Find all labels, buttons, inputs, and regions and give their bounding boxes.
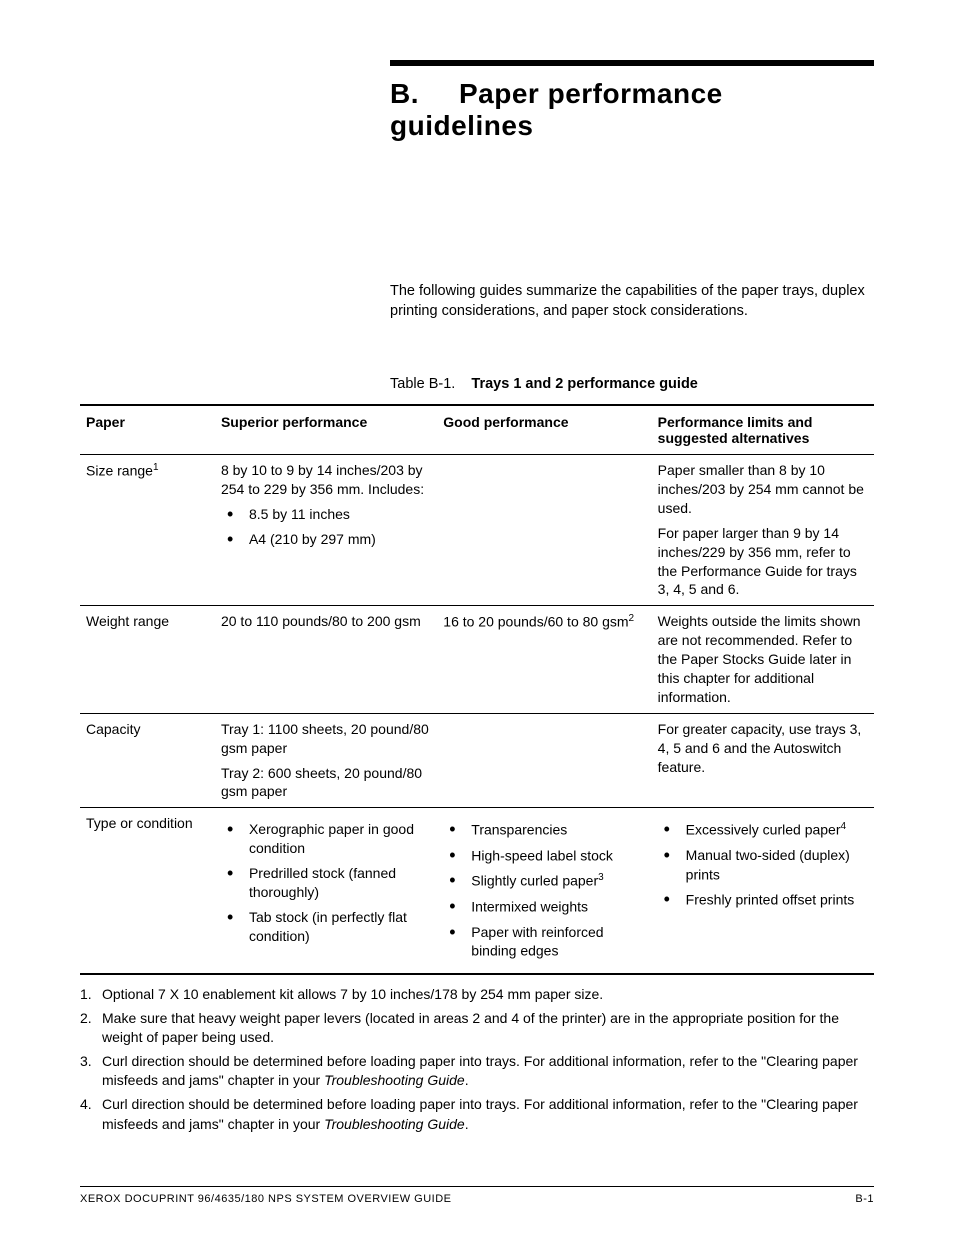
section-header: B.Paper performance guidelines: [390, 60, 874, 142]
intro-paragraph: The following guides summarize the capab…: [390, 282, 874, 321]
list-item: Excessively curled paper4: [658, 820, 868, 840]
cell-limits: Paper smaller than 8 by 10 inches/203 by…: [652, 455, 874, 606]
cell-label: Type or condition: [80, 808, 215, 974]
col-superior: Superior performance: [215, 405, 437, 455]
footnote: 4.Curl direction should be determined be…: [80, 1095, 874, 1134]
table-label: Table B-1.: [390, 376, 455, 392]
list-item: High-speed label stock: [443, 846, 645, 866]
cell-label: Size range1: [80, 455, 215, 606]
list-item: Tab stock (in perfectly flat condition): [221, 908, 431, 946]
list-item: A4 (210 by 297 mm): [221, 530, 431, 549]
cell-superior: 20 to 110 pounds/80 to 200 gsm: [215, 606, 437, 713]
list-item: Freshly printed offset prints: [658, 890, 868, 910]
cell-label: Weight range: [80, 606, 215, 713]
section-name: Paper performance guidelines: [390, 78, 723, 141]
cell-good: [437, 455, 651, 606]
section-letter: B.: [390, 78, 419, 110]
list-item: Intermixed weights: [443, 897, 645, 917]
table-title: Trays 1 and 2 performance guide: [471, 376, 697, 392]
footnote: 2.Make sure that heavy weight paper leve…: [80, 1009, 874, 1048]
cell-limits: Weights outside the limits shown are not…: [652, 606, 874, 713]
cell-limits: Excessively curled paper4 Manual two-sid…: [652, 808, 874, 974]
cell-list: 8.5 by 11 inches A4 (210 by 297 mm): [221, 505, 431, 549]
cell-superior: 8 by 10 to 9 by 14 inches/203 by 254 to …: [215, 455, 437, 606]
table-row: Weight range 20 to 110 pounds/80 to 200 …: [80, 606, 874, 713]
cell-limits: For greater capacity, use trays 3, 4, 5 …: [652, 713, 874, 808]
cell-superior: Xerographic paper in good condition Pred…: [215, 808, 437, 974]
cell-good: Transparencies High-speed label stock Sl…: [437, 808, 651, 974]
cell-list: Transparencies High-speed label stock Sl…: [443, 820, 645, 961]
footnote: 3.Curl direction should be determined be…: [80, 1052, 874, 1091]
list-item: Predrilled stock (fanned thoroughly): [221, 864, 431, 902]
table-row: Capacity Tray 1: 1100 sheets, 20 pound/8…: [80, 713, 874, 808]
col-limits: Performance limits and suggested alterna…: [652, 405, 874, 455]
footnotes: 1.Optional 7 X 10 enablement kit allows …: [80, 985, 874, 1134]
col-good: Good performance: [437, 405, 651, 455]
col-paper: Paper: [80, 405, 215, 455]
cell-good: 16 to 20 pounds/60 to 80 gsm2: [437, 606, 651, 713]
section-title: B.Paper performance guidelines: [390, 78, 874, 142]
page-footer: XEROX DOCUPRINT 96/4635/180 NPS SYSTEM O…: [80, 1186, 874, 1205]
header-rule: [390, 60, 874, 66]
table-row: Type or condition Xerographic paper in g…: [80, 808, 874, 974]
table-row: Size range1 8 by 10 to 9 by 14 inches/20…: [80, 455, 874, 606]
cell-list: Excessively curled paper4 Manual two-sid…: [658, 820, 868, 910]
list-item: Transparencies: [443, 820, 645, 840]
list-item: Manual two-sided (duplex) prints: [658, 846, 868, 884]
footer-left: XEROX DOCUPRINT 96/4635/180 NPS SYSTEM O…: [80, 1193, 451, 1205]
cell-list: Xerographic paper in good condition Pred…: [221, 820, 431, 945]
table-header-row: Paper Superior performance Good performa…: [80, 405, 874, 455]
cell-superior: Tray 1: 1100 sheets, 20 pound/80 gsm pap…: [215, 713, 437, 808]
footer-right: B-1: [855, 1193, 874, 1205]
list-item: 8.5 by 11 inches: [221, 505, 431, 524]
list-item: Slightly curled paper3: [443, 871, 645, 891]
cell-good: [437, 713, 651, 808]
list-item: Xerographic paper in good condition: [221, 820, 431, 858]
table-caption: Table B-1. Trays 1 and 2 performance gui…: [390, 376, 874, 392]
cell-label: Capacity: [80, 713, 215, 808]
footnote: 1.Optional 7 X 10 enablement kit allows …: [80, 985, 874, 1005]
list-item: Paper with reinforced binding edges: [443, 923, 645, 961]
performance-table: Paper Superior performance Good performa…: [80, 404, 874, 975]
